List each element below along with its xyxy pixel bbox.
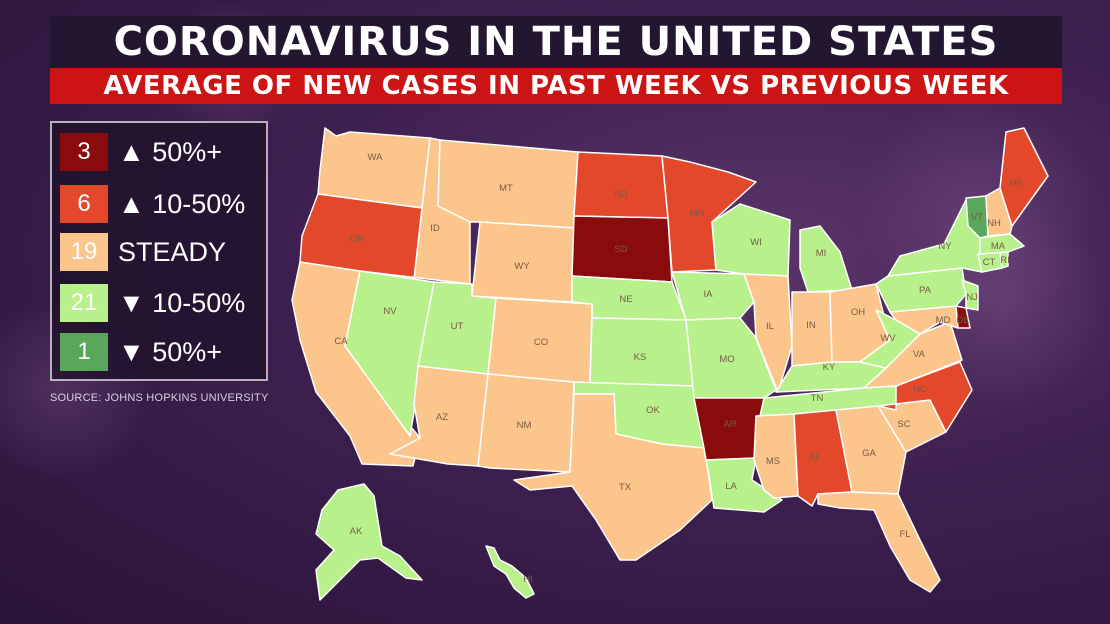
state-label-NE: NE xyxy=(619,294,632,305)
source-note: SOURCE: JOHNS HOPKINS UNIVERSITY xyxy=(50,392,269,404)
state-label-IL: IL xyxy=(766,321,774,332)
state-label-FL: FL xyxy=(899,529,910,540)
state-label-NH: NH xyxy=(987,218,1001,229)
subtitle-bar: AVERAGE OF NEW CASES IN PAST WEEK VS PRE… xyxy=(50,68,1062,104)
state-label-UT: UT xyxy=(451,321,464,332)
state-label-NM: NM xyxy=(517,420,532,431)
state-label-GA: GA xyxy=(862,448,876,459)
state-label-TX: TX xyxy=(619,482,632,493)
state-label-AZ: AZ xyxy=(436,412,448,423)
state-label-ID: ID xyxy=(430,223,440,234)
state-label-ME: ME xyxy=(1009,178,1023,189)
state-label-IN: IN xyxy=(806,320,816,331)
legend-swatch: 6 xyxy=(60,185,108,223)
state-label-RI: RI xyxy=(1000,255,1010,266)
state-label-CA: CA xyxy=(334,336,348,347)
state-label-MI: MI xyxy=(816,248,827,259)
state-label-VT: VT xyxy=(971,212,983,223)
state-label-NY: NY xyxy=(938,241,952,252)
state-label-IA: IA xyxy=(704,289,714,300)
state-label-MN: MN xyxy=(690,208,705,219)
state-NJ xyxy=(961,279,979,311)
state-label-ND: ND xyxy=(614,189,628,200)
legend-swatch: 21 xyxy=(60,284,108,322)
state-shapes xyxy=(291,127,1049,601)
legend-label: ▲ 50%+ xyxy=(118,136,223,167)
state-NV xyxy=(344,270,435,437)
legend-row-down50: 1 ▼ 50%+ xyxy=(60,333,222,371)
legend-count: 3 xyxy=(77,138,91,165)
legend-row-up50: 3 ▲ 50%+ xyxy=(60,133,222,171)
state-label-KS: KS xyxy=(634,352,647,363)
state-NC xyxy=(877,361,973,433)
state-label-WA: WA xyxy=(368,152,384,163)
state-DE xyxy=(955,305,971,329)
state-AK xyxy=(315,483,423,601)
legend-count: 1 xyxy=(77,338,91,365)
legend-count: 6 xyxy=(77,190,91,217)
state-VT xyxy=(965,195,989,239)
state-FL xyxy=(817,491,941,593)
state-label-NV: NV xyxy=(383,306,397,317)
legend-swatch: 1 xyxy=(60,333,108,371)
state-label-NC: NC xyxy=(913,384,927,395)
state-label-MA: MA xyxy=(991,241,1006,252)
state-label-MT: MT xyxy=(499,183,513,194)
state-label-NJ: NJ xyxy=(966,292,978,303)
legend-row-down10: 21 ▼ 10-50% xyxy=(60,284,245,322)
state-IA xyxy=(671,271,755,321)
state-label-CT: CT xyxy=(983,257,996,268)
state-label-OH: OH xyxy=(851,307,865,318)
legend-label: ▲ 10-50% xyxy=(118,188,246,219)
state-label-MD: MD xyxy=(936,315,951,326)
legend: 3 ▲ 50%+ 6 ▲ 10-50% 19 STEADY 21 ▼ 10-50… xyxy=(50,121,268,381)
state-label-WY: WY xyxy=(514,261,530,272)
state-label-VA: VA xyxy=(913,349,926,360)
state-label-WV: WV xyxy=(880,333,896,344)
legend-swatch: 19 xyxy=(60,233,108,271)
legend-label: STEADY xyxy=(118,236,227,267)
legend-count: 21 xyxy=(70,289,98,316)
state-HI xyxy=(485,545,535,599)
state-label-KY: KY xyxy=(823,362,836,373)
state-label-DE: DE xyxy=(956,315,969,326)
state-label-HI: HI xyxy=(523,574,533,585)
state-label-PA: PA xyxy=(919,285,932,296)
legend-label: ▼ 50%+ xyxy=(118,336,223,367)
legend-row-steady: 19 STEADY xyxy=(60,233,226,271)
state-MI xyxy=(799,225,853,293)
state-label-LA: LA xyxy=(725,481,737,492)
state-label-SD: SD xyxy=(614,244,627,255)
state-label-MS: MS xyxy=(766,456,780,467)
state-ME xyxy=(999,127,1049,227)
state-label-AL: AL xyxy=(809,452,821,463)
state-label-WI: WI xyxy=(750,237,762,248)
state-label-CO: CO xyxy=(534,337,548,348)
state-labels: WA OR CA ID NV MT WY UT AZ CO NM ND SD N… xyxy=(334,152,1023,585)
legend-label: ▼ 10-50% xyxy=(118,287,246,318)
state-NH xyxy=(985,187,1013,237)
state-label-SC: SC xyxy=(897,419,910,430)
state-label-AR: AR xyxy=(723,419,736,430)
state-label-OK: OK xyxy=(646,405,660,416)
state-GA xyxy=(835,405,907,495)
state-NM xyxy=(477,373,575,473)
title-bar: CORONAVIRUS IN THE UNITED STATES xyxy=(50,16,1062,68)
state-TX xyxy=(513,393,713,561)
state-label-MO: MO xyxy=(719,354,734,365)
state-label-TN: TN xyxy=(811,393,824,404)
state-label-OR: OR xyxy=(350,234,364,245)
legend-swatch: 3 xyxy=(60,133,108,171)
legend-row-up10: 6 ▲ 10-50% xyxy=(60,185,245,223)
map-subtitle: AVERAGE OF NEW CASES IN PAST WEEK VS PRE… xyxy=(103,71,1009,101)
legend-count: 19 xyxy=(70,238,98,265)
map-title: CORONAVIRUS IN THE UNITED STATES xyxy=(113,19,999,65)
state-label-AK: AK xyxy=(350,526,363,537)
state-ND xyxy=(573,151,669,219)
